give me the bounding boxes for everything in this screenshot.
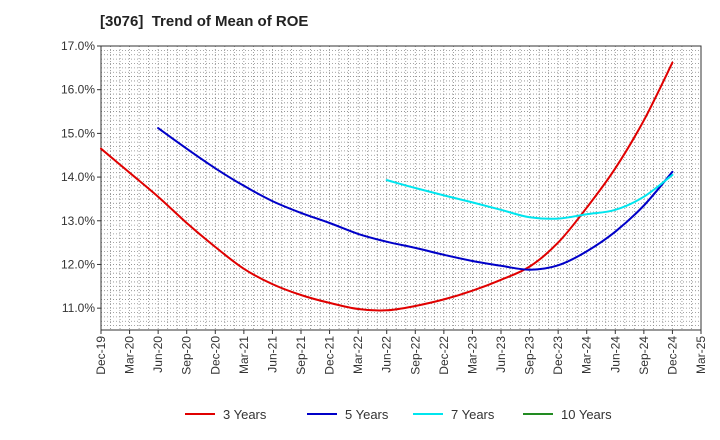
x-tick-label: Dec-23 (551, 336, 565, 375)
y-tick-label: 13.0% (61, 214, 95, 228)
x-tick-label: Jun-23 (494, 336, 508, 373)
x-tick-label: Mar-20 (123, 336, 137, 374)
legend-label-5-years: 5 Years (345, 407, 389, 422)
x-tick-label: Jun-20 (151, 336, 165, 373)
x-tick-label: Mar-23 (465, 336, 479, 374)
y-tick-label: 11.0% (62, 301, 95, 315)
legend-label-3-years: 3 Years (223, 407, 267, 422)
x-tick-label: Jun-24 (608, 336, 622, 373)
y-tick-label: 17.0% (61, 39, 95, 53)
legend-label-7-years: 7 Years (451, 407, 495, 422)
x-tick-label: Dec-21 (323, 336, 337, 375)
x-tick-label: Dec-22 (437, 336, 451, 375)
x-tick-label: Sep-24 (637, 336, 651, 375)
chart-title: [3076] Trend of Mean of ROE (100, 13, 309, 30)
x-tick-label: Sep-21 (294, 336, 308, 375)
x-tick-label: Dec-20 (208, 336, 222, 375)
y-tick-label: 12.0% (61, 257, 95, 271)
y-tick-label: 15.0% (61, 126, 95, 140)
series-line-7-years (385, 173, 674, 220)
plot-frame (100, 45, 702, 331)
x-tick-label: Sep-22 (408, 336, 422, 375)
x-tick-label: Sep-23 (523, 336, 537, 375)
x-tick-label: Dec-24 (665, 336, 679, 375)
x-tick-label: Mar-24 (580, 336, 594, 374)
x-tick-label: Dec-19 (94, 336, 108, 375)
legend-label-10-years: 10 Years (561, 407, 612, 422)
x-tick-label: Jun-22 (380, 336, 394, 373)
x-tick-label: Mar-21 (237, 336, 251, 374)
x-tick-label: Mar-22 (351, 336, 365, 374)
y-tick-label: 14.0% (61, 170, 95, 184)
y-tick-label: 16.0% (61, 83, 95, 97)
x-tick-label: Mar-25 (694, 336, 708, 374)
x-tick-label: Sep-20 (180, 336, 194, 375)
x-tick-label: Jun-21 (265, 336, 279, 373)
plot-area (101, 46, 701, 330)
series-line-5-years (157, 127, 674, 271)
